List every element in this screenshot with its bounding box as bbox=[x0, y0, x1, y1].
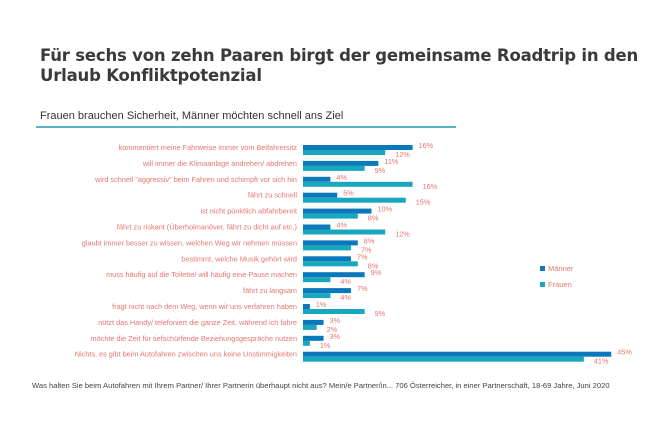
bar-frauen bbox=[303, 261, 358, 267]
category-label: ist nicht pünktlich abfahrbereit bbox=[200, 207, 297, 216]
bar-maenner bbox=[303, 224, 331, 230]
data-label: 45% bbox=[617, 348, 632, 357]
bar-frauen bbox=[303, 309, 365, 314]
category-label: nützt das Handy/ telefoniert die ganze Z… bbox=[98, 318, 297, 327]
bar-frauen bbox=[303, 340, 310, 346]
chart-title: Für sechs von zehn Paaren birgt der geme… bbox=[40, 46, 639, 85]
category-label: wird schnell "aggressiv" beim Fahren und… bbox=[94, 175, 297, 184]
data-label: 7% bbox=[357, 284, 368, 293]
data-label: 4% bbox=[336, 221, 347, 230]
bar-maenner bbox=[303, 160, 379, 166]
bar-frauen bbox=[303, 324, 317, 330]
data-label: 4% bbox=[340, 293, 351, 302]
category-label: fährt zu riskant (Überholmanöver, fährt … bbox=[117, 223, 297, 232]
data-label: 3% bbox=[330, 332, 341, 341]
footnote: Was halten Sie beim Autofahren mit Ihrem… bbox=[32, 381, 610, 390]
data-label: 4% bbox=[336, 173, 347, 182]
bar-maenner bbox=[303, 192, 338, 198]
data-label: 8% bbox=[364, 236, 375, 245]
bar-frauen bbox=[303, 229, 386, 235]
data-label: 1% bbox=[316, 300, 327, 309]
data-label: 1% bbox=[320, 341, 331, 350]
data-label: 8% bbox=[368, 214, 379, 223]
data-label: 9% bbox=[375, 166, 386, 175]
bar-maenner bbox=[303, 304, 310, 309]
data-label: 5% bbox=[343, 189, 354, 198]
legend-label: Männer bbox=[548, 264, 574, 273]
bar-frauen bbox=[303, 197, 406, 203]
data-label: 12% bbox=[395, 150, 410, 159]
category-label: Nichts, es gibt beim Autofahren zwischen… bbox=[75, 350, 297, 359]
category-label: kommentiert meine Fahrweise immer vom Be… bbox=[119, 143, 298, 152]
bar-frauen bbox=[303, 213, 358, 219]
category-label: möchte die Zeit für tiefschürfende Bezie… bbox=[91, 334, 297, 343]
bar-maenner bbox=[303, 288, 351, 294]
category-label: bestimmt, welche Musik gehört wird bbox=[181, 254, 297, 263]
category-label: glaubt immer besser zu wissen, welchen W… bbox=[82, 238, 297, 247]
bar-frauen bbox=[303, 245, 351, 251]
category-label: fährt zu langsam bbox=[243, 286, 297, 295]
data-label: 4% bbox=[340, 277, 351, 286]
data-label: 15% bbox=[416, 198, 431, 207]
bar-frauen bbox=[303, 165, 365, 171]
chart-subtitle: Frauen brauchen Sicherheit, Männer möcht… bbox=[40, 110, 344, 122]
bar-maenner bbox=[303, 208, 372, 214]
bar-frauen bbox=[303, 150, 386, 155]
bar-maenner bbox=[303, 351, 612, 357]
data-label: 41% bbox=[594, 357, 609, 366]
category-label: will immer die Klimaanlage andrehen/ abd… bbox=[142, 159, 297, 168]
subtitle-underline bbox=[36, 126, 456, 128]
bar-maenner bbox=[303, 176, 331, 182]
data-label: 9% bbox=[371, 268, 382, 277]
data-label: 10% bbox=[378, 205, 393, 214]
bar-frauen bbox=[303, 293, 331, 299]
data-label: 8% bbox=[368, 261, 379, 270]
data-label: 3% bbox=[330, 316, 341, 325]
legend-swatch-frauen bbox=[540, 282, 545, 287]
data-label: 9% bbox=[375, 309, 386, 318]
bar-maenner bbox=[303, 335, 324, 341]
category-label: fragt nicht nach dem Weg, wenn wir uns v… bbox=[112, 302, 297, 311]
bar-maenner bbox=[303, 256, 351, 262]
category-label: muss häufig auf die Toilette/ will häufi… bbox=[106, 270, 297, 279]
data-label: 12% bbox=[395, 230, 410, 239]
bar-frauen bbox=[303, 356, 584, 362]
data-label: 16% bbox=[423, 182, 438, 191]
legend-swatch-maenner bbox=[540, 266, 545, 271]
bar-maenner bbox=[303, 272, 365, 278]
data-label: 7% bbox=[357, 252, 368, 261]
data-label: 2% bbox=[327, 325, 338, 334]
bar-frauen bbox=[303, 181, 413, 187]
bar-maenner bbox=[303, 240, 358, 246]
bar-maenner bbox=[303, 319, 324, 325]
bar-frauen bbox=[303, 277, 331, 283]
bar-maenner bbox=[303, 145, 413, 150]
category-label: fährt zu schnell bbox=[248, 191, 297, 200]
data-label: 7% bbox=[361, 245, 372, 254]
legend-label: Frauen bbox=[548, 280, 572, 289]
data-label: 11% bbox=[384, 157, 399, 166]
data-label: 16% bbox=[419, 141, 434, 150]
